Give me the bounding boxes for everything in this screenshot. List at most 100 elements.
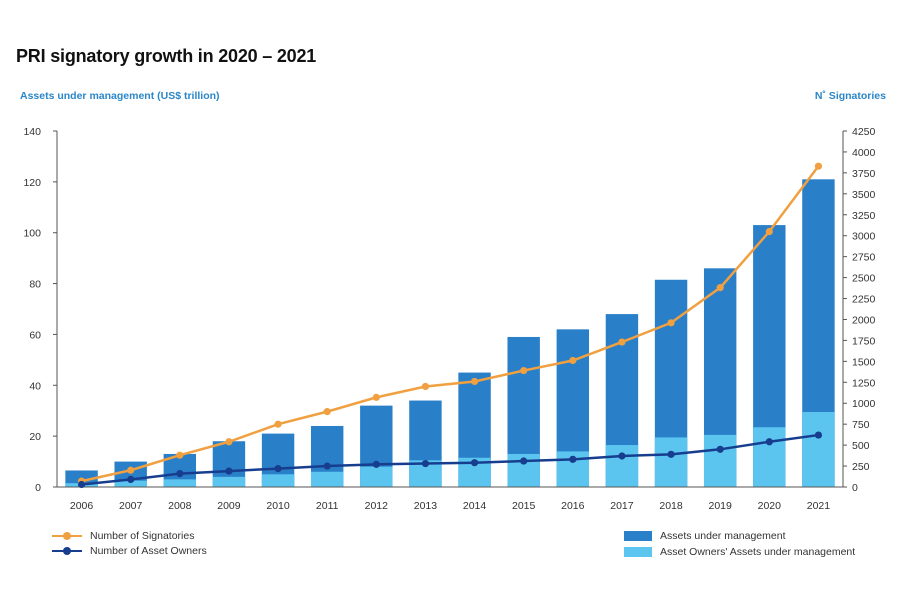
right-tick-label: 2750 — [852, 252, 876, 264]
point-asset-owners — [667, 450, 675, 458]
point-asset-owners — [470, 459, 479, 467]
right-tick-label: 250 — [852, 461, 870, 473]
right-tick-label: 4250 — [852, 126, 876, 138]
point-signatories — [667, 319, 675, 327]
legend-label-asset-owners: Number of Asset Owners — [90, 545, 207, 557]
x-tick-label: 2014 — [463, 500, 487, 512]
right-tick-label: 500 — [852, 440, 870, 452]
point-signatories — [372, 393, 380, 401]
right-tick-label: 2250 — [852, 294, 876, 306]
point-signatories — [274, 420, 282, 428]
bar-owners-aum — [212, 476, 246, 487]
left-tick-label: 120 — [23, 177, 41, 189]
point-signatories — [421, 382, 430, 391]
right-tick-label: 1750 — [852, 335, 876, 347]
x-tick-label: 2006 — [70, 500, 94, 512]
point-asset-owners — [569, 455, 577, 463]
point-asset-owners — [372, 460, 380, 468]
bar-owners-aum — [703, 434, 737, 487]
legend-swatch-owners-aum — [624, 547, 652, 557]
legend-label-signatories: Number of Signatories — [90, 530, 195, 542]
point-signatories — [618, 338, 626, 346]
point-asset-owners — [274, 464, 282, 473]
line-asset-owners — [81, 433, 819, 486]
x-tick-label: 2009 — [217, 500, 241, 512]
x-tick-label: 2021 — [807, 500, 831, 512]
x-tick-label: 2013 — [414, 500, 438, 512]
chart-title: PRI signatory growth in 2020 – 2021 — [16, 46, 317, 66]
right-tick-label: 1250 — [852, 377, 876, 389]
point-signatories — [176, 451, 184, 459]
legend-item-aum: Assets under management — [624, 530, 786, 542]
point-signatories — [323, 408, 331, 416]
point-signatories — [814, 162, 823, 170]
right-tick-label: 3000 — [852, 231, 876, 243]
x-tick-label: 2011 — [316, 500, 339, 512]
line-signatories — [81, 165, 820, 483]
point-asset-owners — [618, 452, 626, 460]
legend-label-aum: Assets under management — [660, 530, 786, 542]
right-axis-label: N˚ Signatories — [814, 90, 886, 102]
point-asset-owners — [77, 480, 86, 489]
left-tick-label: 80 — [29, 279, 41, 291]
right-tick-label: 2500 — [852, 273, 876, 285]
point-signatories — [470, 377, 479, 386]
point-asset-owners — [323, 462, 331, 470]
point-signatories — [716, 284, 724, 292]
bar-owners-aum — [261, 474, 295, 487]
right-tick-label: 2000 — [852, 314, 876, 326]
left-tick-label: 60 — [29, 329, 41, 341]
bar-owners-aum — [605, 445, 639, 487]
x-tick-label: 2007 — [119, 500, 143, 512]
x-tick-label: 2015 — [512, 500, 536, 512]
x-tick-label: 2008 — [168, 500, 192, 512]
point-signatories — [569, 356, 577, 365]
bar-owners-aum — [114, 480, 147, 487]
point-asset-owners — [814, 431, 823, 439]
x-tick-label: 2020 — [758, 500, 782, 512]
legend-swatch-asset-owners — [52, 547, 82, 555]
legend-item-owners-aum: Asset Owners' Assets under management — [624, 546, 855, 558]
bar-owners-aum — [163, 479, 197, 487]
point-asset-owners — [520, 457, 528, 465]
legend-swatch-signatories — [52, 532, 82, 540]
left-tick-label: 0 — [35, 482, 41, 494]
right-tick-label: 3250 — [852, 210, 876, 222]
point-asset-owners — [765, 438, 773, 446]
left-axis-label: Assets under management (US$ trillion) — [20, 90, 220, 102]
x-tick-label: 2017 — [610, 500, 634, 512]
point-asset-owners — [225, 467, 233, 475]
legend-swatch-aum — [624, 531, 652, 541]
right-tick-label: 0 — [852, 482, 858, 494]
point-asset-owners — [716, 445, 724, 453]
right-tick-label: 1000 — [852, 398, 876, 410]
point-signatories — [127, 466, 135, 474]
right-tick-label: 3500 — [852, 189, 876, 201]
left-tick-label: 40 — [29, 380, 41, 392]
right-tick-label: 750 — [852, 419, 870, 431]
x-tick-label: 2012 — [365, 500, 389, 512]
point-asset-owners — [176, 469, 184, 478]
left-tick-label: 140 — [23, 126, 41, 138]
left-tick-label: 100 — [23, 228, 41, 240]
point-signatories — [520, 366, 528, 375]
x-tick-label: 2010 — [266, 500, 290, 512]
left-tick-label: 20 — [29, 431, 41, 443]
bar-owners-aum — [360, 466, 393, 487]
point-signatories — [225, 438, 233, 446]
bar-owners-aum — [310, 471, 344, 487]
right-tick-label: 4000 — [852, 147, 876, 159]
x-tick-label: 2016 — [561, 500, 585, 512]
x-tick-label: 2019 — [709, 500, 733, 512]
bar-owners-aum — [802, 411, 835, 487]
bar-owners-aum — [753, 427, 786, 487]
x-tick-label: 2018 — [659, 500, 683, 512]
point-asset-owners — [127, 475, 135, 484]
point-signatories — [765, 227, 773, 236]
point-asset-owners — [421, 459, 430, 468]
legend-item-asset-owners: Number of Asset Owners — [52, 545, 207, 557]
right-tick-label: 3750 — [852, 168, 876, 180]
legend-label-owners-aum: Asset Owners' Assets under management — [660, 546, 856, 558]
right-tick-label: 1500 — [852, 356, 876, 368]
